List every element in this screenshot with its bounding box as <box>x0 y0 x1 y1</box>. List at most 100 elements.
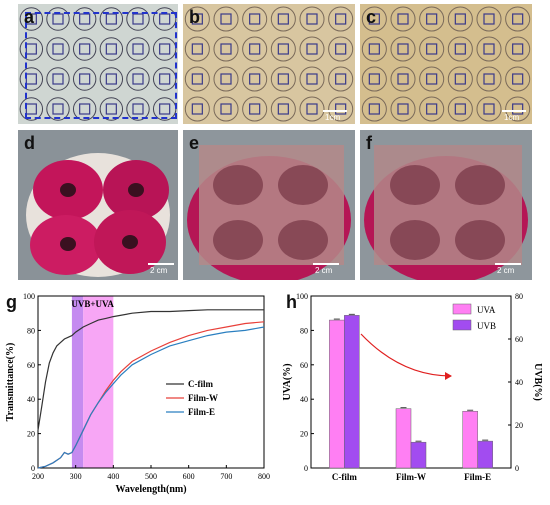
y-tick-label-left: 80 <box>300 326 308 335</box>
grid-logo <box>132 73 144 85</box>
photo-e: e 2 cm <box>183 130 355 280</box>
grid-logo <box>52 73 64 85</box>
grid-circle <box>99 37 124 61</box>
photo-a: a <box>18 4 178 124</box>
y-tick-label: 80 <box>27 326 35 335</box>
scale-bar-e: 2 cm <box>313 257 339 275</box>
grid-logo <box>277 43 289 55</box>
grid-logo <box>159 13 171 25</box>
grid-logo <box>335 73 347 85</box>
grid-circle <box>328 96 354 122</box>
grid-logo <box>426 43 438 55</box>
y-tick-label: 20 <box>27 430 35 439</box>
legend-label: Film-W <box>188 393 218 403</box>
grid-logo <box>249 13 261 25</box>
grid-circle <box>213 36 239 62</box>
panel-label-b: b <box>189 7 200 27</box>
grid-circle <box>46 37 70 61</box>
grid-logo <box>397 103 409 115</box>
legend-swatch <box>452 319 472 331</box>
grid-logo <box>191 43 203 55</box>
circle-grid-c <box>361 6 531 122</box>
x-tick-label: 200 <box>32 472 44 481</box>
grid-circle <box>184 96 210 122</box>
panel-label-e: e <box>189 133 200 153</box>
grid-circle <box>72 67 97 91</box>
grid-logo <box>132 13 144 25</box>
grid-circle <box>19 7 44 31</box>
scale-bar-d: 2 cm <box>148 257 174 275</box>
grid-circle <box>99 67 124 91</box>
y-tick-label-right: 60 <box>515 335 523 344</box>
y-tick-label-left: 100 <box>296 292 308 301</box>
grid-logo <box>79 73 91 85</box>
circle-grid-b <box>184 6 354 122</box>
grid-logo <box>483 43 495 55</box>
grid-circle <box>328 66 354 92</box>
x-tick-label: 500 <box>145 472 157 481</box>
grid-circle <box>72 7 97 31</box>
flowers-film-e <box>187 145 351 280</box>
y-tick-label-right: 40 <box>515 378 523 387</box>
grid-circle <box>419 96 445 122</box>
grid-circle <box>184 66 210 92</box>
grid-logo <box>220 43 232 55</box>
grid-circle <box>126 67 150 91</box>
grid-circle <box>361 6 387 32</box>
grid-circle <box>126 97 150 121</box>
grid-logo <box>191 13 203 25</box>
grid-logo <box>512 103 524 115</box>
grid-circle <box>242 36 268 62</box>
grid-circle <box>390 36 416 62</box>
grid-circle <box>270 66 296 92</box>
grid-circle <box>19 37 44 61</box>
grid-logo <box>249 103 261 115</box>
grid-logo <box>368 73 380 85</box>
grid-logo <box>483 103 495 115</box>
grid-logo <box>105 103 117 115</box>
grid-circle <box>99 7 124 31</box>
grid-logo <box>220 73 232 85</box>
grid-logo <box>132 43 144 55</box>
grid-circle <box>299 96 325 122</box>
grid-circle <box>242 66 268 92</box>
grid-logo <box>335 13 347 25</box>
grid-logo <box>483 73 495 85</box>
bar-uva <box>395 408 412 469</box>
grid-logo <box>368 13 380 25</box>
grid-logo <box>277 103 289 115</box>
series-line-C-film <box>37 309 264 431</box>
grid-circle <box>361 36 387 62</box>
grid-logo <box>335 43 347 55</box>
grid-logo <box>277 73 289 85</box>
grid-circle <box>419 6 445 32</box>
photo-d: d 2 cm <box>18 130 178 280</box>
scale-bar-b: 1cm <box>323 104 347 122</box>
grid-logo <box>220 103 232 115</box>
grid-circle <box>213 66 239 92</box>
grid-circle <box>505 66 531 92</box>
grid-circle <box>126 7 150 31</box>
grid-logo <box>52 13 64 25</box>
grid-logo <box>426 103 438 115</box>
grid-logo <box>512 73 524 85</box>
grid-circle <box>46 67 70 91</box>
grid-circle <box>213 6 239 32</box>
panel-label-a: a <box>24 7 35 27</box>
grid-logo <box>52 43 64 55</box>
panel-label-h: h <box>286 292 297 312</box>
y-tick-label-right: 0 <box>515 464 519 473</box>
trend-arrow-head <box>445 372 452 380</box>
grid-circle <box>390 6 416 32</box>
grid-logo <box>159 103 171 115</box>
grid-logo <box>79 103 91 115</box>
grid-circle <box>299 66 325 92</box>
y-tick-label: 60 <box>27 361 35 370</box>
bar-uva <box>329 319 345 469</box>
bar-uvb <box>344 315 360 469</box>
x-tick-label: 800 <box>258 472 270 481</box>
grid-logo <box>132 103 144 115</box>
trend-arrow <box>360 333 452 377</box>
grid-logo <box>191 103 203 115</box>
grid-logo <box>306 13 318 25</box>
